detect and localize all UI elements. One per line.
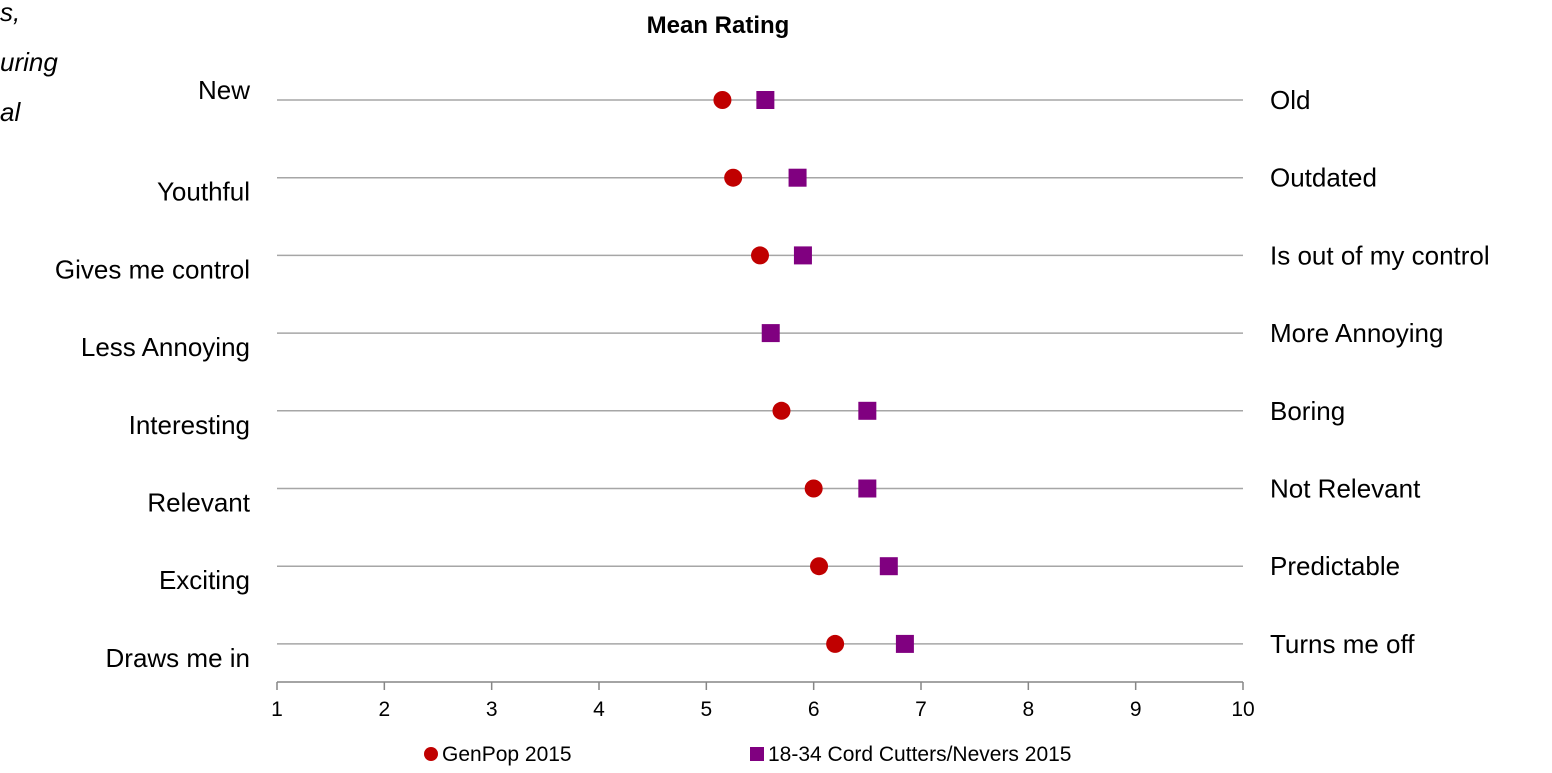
left-pole-label: Gives me control	[55, 254, 250, 284]
genpop-point	[724, 168, 743, 187]
genpop-point	[772, 401, 791, 420]
gridlines	[277, 99, 1243, 645]
cropped-text-fragment: s,	[0, 0, 21, 27]
left-pole-label: Interesting	[129, 410, 250, 440]
cord-cutters-point	[761, 324, 780, 343]
left-pole-label: New	[198, 75, 250, 105]
right-pole-label: More Annoying	[1270, 318, 1443, 348]
cord-cutters-point	[756, 91, 775, 109]
cord-cutters-point	[858, 401, 877, 420]
genpop-point	[810, 557, 829, 576]
right-pole-label: Is out of my control	[1270, 240, 1490, 270]
x-tick-label: 6	[808, 698, 820, 721]
left-pole-label: Less Annoying	[81, 332, 250, 362]
cropped-text-fragment: uring	[0, 47, 58, 77]
right-pole-label: Not Relevant	[1270, 474, 1421, 504]
x-tick-label: 1	[271, 698, 283, 721]
chart-title: Mean Rating	[647, 12, 790, 39]
x-tick-label: 9	[1130, 698, 1142, 721]
left-pole-label: Exciting	[159, 565, 250, 595]
cord-cutters-point	[895, 634, 914, 653]
legend: GenPop 2015 18-34 Cord Cutters/Nevers 201…	[424, 743, 1072, 766]
cropped-text-fragment: al	[0, 97, 21, 127]
left-pole-label: Youthful	[157, 177, 250, 207]
genpop-point	[751, 246, 769, 265]
x-tick-label: 7	[915, 698, 927, 721]
right-pole-label: Predictable	[1270, 551, 1400, 581]
x-tick-label: 3	[486, 698, 498, 721]
right-pole-label: Turns me off	[1270, 629, 1415, 659]
genpop-point	[826, 634, 845, 653]
legend-marker-genpop	[424, 747, 438, 761]
x-tick-label: 5	[700, 698, 712, 721]
row-labels: New Old Youthful Outdated Gives me control Is…	[55, 75, 1490, 673]
genpop-point	[804, 479, 823, 498]
legend-label: 18-34 Cord Cutters/Nevers 2015	[768, 743, 1072, 766]
cord-cutters-point	[858, 479, 877, 498]
legend-marker-cord-cutters	[750, 747, 764, 761]
cord-cutters-point	[788, 168, 807, 187]
genpop-point	[713, 91, 732, 109]
cord-cutters-point	[879, 557, 898, 576]
x-tick-label: 4	[593, 698, 605, 721]
x-axis: 1 2 3 4 5 6 7 8 9 10	[271, 681, 1255, 721]
cord-cutters-point	[793, 246, 812, 265]
x-tick-label: 10	[1231, 698, 1254, 721]
legend-label: GenPop 2015	[442, 743, 572, 766]
left-pole-label: Draws me in	[106, 643, 250, 673]
left-pole-label: Relevant	[147, 488, 250, 518]
right-pole-label: Boring	[1270, 396, 1345, 426]
x-tick-label: 8	[1022, 698, 1034, 721]
right-pole-label: Old	[1270, 85, 1310, 115]
right-pole-label: Outdated	[1270, 163, 1377, 193]
x-tick-label: 2	[378, 698, 390, 721]
data-markers	[713, 91, 914, 653]
